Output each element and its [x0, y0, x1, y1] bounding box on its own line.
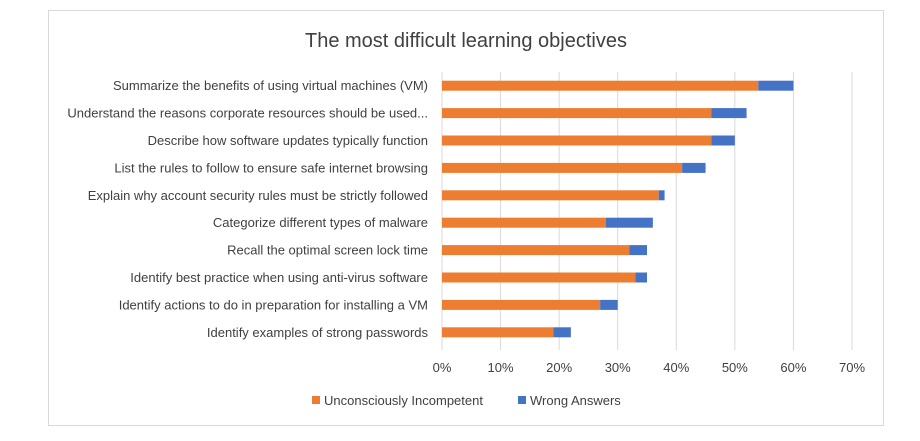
bar-unconsciously-incompetent [442, 108, 712, 119]
chart-title: The most difficult learning objectives [305, 30, 627, 52]
x-tick-label: 0% [433, 360, 452, 375]
bar-wrong-answers [758, 80, 794, 91]
bar-unconsciously-incompetent [442, 135, 712, 146]
bar-wrong-answers [629, 245, 647, 256]
bar-unconsciously-incompetent [442, 272, 636, 283]
bar-unconsciously-incompetent [442, 299, 601, 310]
bar-wrong-answers [658, 190, 665, 201]
legend-swatch-wrong-answers [518, 396, 526, 404]
bar-unconsciously-incompetent [442, 80, 759, 91]
bar-unconsciously-incompetent [442, 162, 683, 173]
x-tick-label: 30% [605, 360, 631, 375]
legend-label-wrong-answers: Wrong Answers [530, 393, 621, 408]
bar-unconsciously-incompetent [442, 245, 630, 256]
category-label: Identify examples of strong passwords [207, 325, 429, 340]
x-tick-label: 20% [546, 360, 572, 375]
x-tick-label: 50% [722, 360, 748, 375]
x-axis-ticks: 0% 10% 20% 30% 40% 50% 60% 70% [433, 360, 866, 375]
x-tick-label: 60% [780, 360, 806, 375]
bar-wrong-answers [553, 327, 571, 338]
category-label: List the rules to follow to ensure safe … [114, 160, 428, 175]
category-label: Explain why account security rules must … [88, 188, 428, 203]
legend-swatch-unconsciously-incompetent [312, 396, 320, 404]
category-label: Categorize different types of malware [213, 215, 428, 230]
x-tick-label: 40% [663, 360, 689, 375]
category-label: Identify best practice when using anti-v… [130, 270, 428, 285]
category-labels: Summarize the benefits of using virtual … [67, 78, 428, 340]
x-tick-label: 10% [488, 360, 514, 375]
bar-wrong-answers [600, 299, 618, 310]
bar-unconsciously-incompetent [442, 190, 659, 201]
legend-label-unconsciously-incompetent: Unconsciously Incompetent [324, 393, 483, 408]
x-tick-label: 70% [839, 360, 865, 375]
category-label: Recall the optimal screen lock time [227, 243, 428, 258]
bars [442, 80, 794, 338]
category-label: Understand the reasons corporate resourc… [67, 106, 428, 121]
category-label: Describe how software updates typically … [148, 133, 428, 148]
bar-wrong-answers [711, 108, 747, 119]
bar-unconsciously-incompetent [442, 327, 554, 338]
category-label: Summarize the benefits of using virtual … [113, 78, 428, 93]
bar-wrong-answers [606, 217, 653, 228]
bar-unconsciously-incompetent [442, 217, 606, 228]
bar-wrong-answers [711, 135, 735, 146]
legend: Unconsciously Incompetent Wrong Answers [312, 393, 621, 408]
category-label: Identify actions to do in preparation fo… [119, 297, 428, 312]
bar-wrong-answers [635, 272, 647, 283]
bar-wrong-answers [682, 162, 706, 173]
